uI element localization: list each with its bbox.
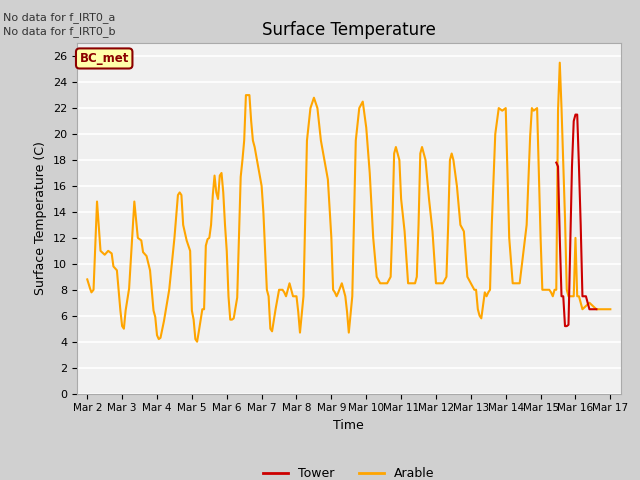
Text: BC_met: BC_met (79, 52, 129, 65)
Text: No data for f_IRT0_b: No data for f_IRT0_b (3, 26, 116, 37)
Legend: Tower, Arable: Tower, Arable (258, 462, 440, 480)
Text: No data for f_IRT0_a: No data for f_IRT0_a (3, 12, 116, 23)
X-axis label: Time: Time (333, 419, 364, 432)
Title: Surface Temperature: Surface Temperature (262, 21, 436, 39)
Y-axis label: Surface Temperature (C): Surface Temperature (C) (35, 142, 47, 295)
